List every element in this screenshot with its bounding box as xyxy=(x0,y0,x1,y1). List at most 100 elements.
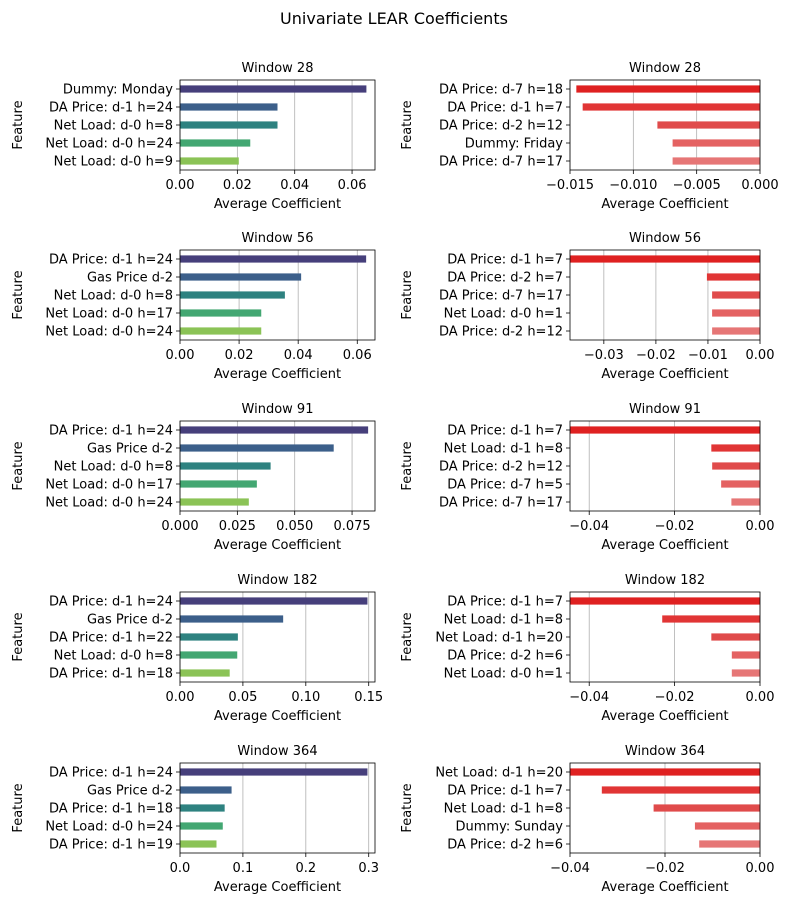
x-tick-label: −0.010 xyxy=(609,178,657,193)
x-tick-label: 0.00 xyxy=(746,348,775,363)
chart-panel: Window 364 Net Load: d-1 h=20 DA Price: d-… xyxy=(400,744,774,895)
bar xyxy=(180,327,262,335)
y-tick-label: DA Price: d-1 h=24 xyxy=(49,595,173,610)
bar xyxy=(180,121,278,129)
axes-frame xyxy=(569,249,761,341)
x-tick-label: 0.2 xyxy=(295,861,316,876)
bar xyxy=(731,498,760,506)
panel-title: Window 182 xyxy=(237,573,317,588)
y-tick-label: Net Load: d-0 h=17 xyxy=(45,307,173,322)
y-axis-label: Feature xyxy=(400,441,415,490)
y-tick-label: DA Price: d-2 h=12 xyxy=(439,119,563,134)
bar xyxy=(576,85,760,93)
bar xyxy=(712,462,760,470)
chart-panel: Window 182 DA Price: d-1 h=7 Net Load: d-1… xyxy=(400,573,774,724)
x-tick-label: 0.00 xyxy=(166,178,195,193)
bar xyxy=(694,822,760,830)
chart-panel: Window 364 DA Price: d-1 h=24 Gas Price d-… xyxy=(11,744,379,895)
x-tick-label: 0.06 xyxy=(343,348,372,363)
panel-title: Window 91 xyxy=(629,402,701,417)
y-axis-label: Feature xyxy=(400,270,415,319)
chart-panel: Window 91 DA Price: d-1 h=7 Net Load: d-1 … xyxy=(400,402,774,553)
y-tick-label: Gas Price d-2 xyxy=(87,784,173,799)
bar xyxy=(601,786,760,794)
x-tick-label: 0.00 xyxy=(746,519,775,534)
x-tick-label: 0.05 xyxy=(228,690,257,705)
bar xyxy=(672,157,760,165)
bar xyxy=(711,444,760,452)
x-axis-label: Average Coefficient xyxy=(601,880,728,895)
bar xyxy=(672,139,760,147)
bar xyxy=(712,291,760,299)
x-tick-label: 0.0 xyxy=(170,861,191,876)
y-tick-label: DA Price: d-1 h=24 xyxy=(49,424,173,439)
y-axis-label: Feature xyxy=(400,612,415,661)
bar xyxy=(180,291,285,299)
x-tick-label: 0.00 xyxy=(746,861,775,876)
y-tick-label: DA Price: d-1 h=18 xyxy=(49,802,173,817)
x-tick-label: 0.00 xyxy=(746,690,775,705)
x-tick-label: −0.02 xyxy=(655,519,695,534)
y-tick-label: DA Price: d-2 h=12 xyxy=(439,460,563,475)
bar xyxy=(731,651,760,659)
bar xyxy=(699,840,760,848)
figure-title: Univariate LEAR Coefficients xyxy=(280,9,508,28)
y-tick-label: DA Price: d-2 h=7 xyxy=(447,271,563,286)
axes-frame xyxy=(179,420,376,512)
bar xyxy=(180,462,271,470)
x-axis-label: Average Coefficient xyxy=(214,538,341,553)
y-tick-label: Net Load: d-0 h=24 xyxy=(45,137,173,152)
y-tick-label: Dummy: Monday xyxy=(63,83,173,98)
y-tick-label: DA Price: d-1 h=7 xyxy=(447,101,563,116)
bar xyxy=(180,597,368,605)
bar xyxy=(180,103,278,111)
panel-title: Window 182 xyxy=(625,573,705,588)
bar xyxy=(180,669,230,677)
y-tick-label: DA Price: d-7 h=17 xyxy=(439,496,563,511)
y-tick-label: DA Price: d-1 h=19 xyxy=(49,838,173,853)
y-axis-label: Feature xyxy=(11,612,26,661)
bar xyxy=(180,840,217,848)
bar xyxy=(570,597,760,605)
y-axis-label: Feature xyxy=(400,783,415,832)
x-tick-label: −0.01 xyxy=(688,348,728,363)
bar xyxy=(180,768,368,776)
y-axis-label: Feature xyxy=(400,100,415,149)
axes-frame xyxy=(179,591,376,683)
y-tick-label: DA Price: d-2 h=6 xyxy=(447,838,563,853)
y-tick-label: Net Load: d-0 h=8 xyxy=(54,649,173,664)
y-tick-label: Net Load: d-1 h=20 xyxy=(435,631,563,646)
bar xyxy=(180,255,367,263)
y-tick-label: DA Price: d-1 h=7 xyxy=(447,595,563,610)
panel-title: Window 28 xyxy=(629,61,701,76)
x-tick-label: −0.02 xyxy=(636,348,676,363)
x-axis-label: Average Coefficient xyxy=(214,880,341,895)
y-tick-label: DA Price: d-1 h=24 xyxy=(49,253,173,268)
bar xyxy=(180,139,251,147)
y-tick-label: Net Load: d-0 h=24 xyxy=(45,325,173,340)
x-tick-label: −0.02 xyxy=(655,690,695,705)
chart-panel: Window 182 DA Price: d-1 h=24 Gas Price d-… xyxy=(11,573,383,724)
x-axis-label: Average Coefficient xyxy=(214,709,341,724)
bar xyxy=(721,480,760,488)
bar xyxy=(657,121,760,129)
bar xyxy=(570,768,760,776)
bar xyxy=(662,615,760,623)
axes-frame xyxy=(569,591,761,683)
panel-title: Window 91 xyxy=(242,402,314,417)
x-tick-label: 0.025 xyxy=(219,519,256,534)
panel-title: Window 364 xyxy=(625,744,705,759)
x-tick-label: 0.10 xyxy=(291,690,320,705)
x-tick-label: −0.03 xyxy=(584,348,624,363)
x-axis-label: Average Coefficient xyxy=(601,709,728,724)
y-tick-label: DA Price: d-1 h=7 xyxy=(447,424,563,439)
x-axis-label: Average Coefficient xyxy=(601,538,728,553)
axes-frame xyxy=(569,420,761,512)
bar xyxy=(180,85,367,93)
y-tick-label: DA Price: d-1 h=7 xyxy=(447,784,563,799)
x-tick-label: 0.00 xyxy=(166,348,195,363)
bar xyxy=(180,633,238,641)
panel-title: Window 56 xyxy=(629,231,701,246)
y-tick-label: Net Load: d-1 h=20 xyxy=(435,766,563,781)
y-tick-label: Net Load: d-1 h=8 xyxy=(444,802,563,817)
